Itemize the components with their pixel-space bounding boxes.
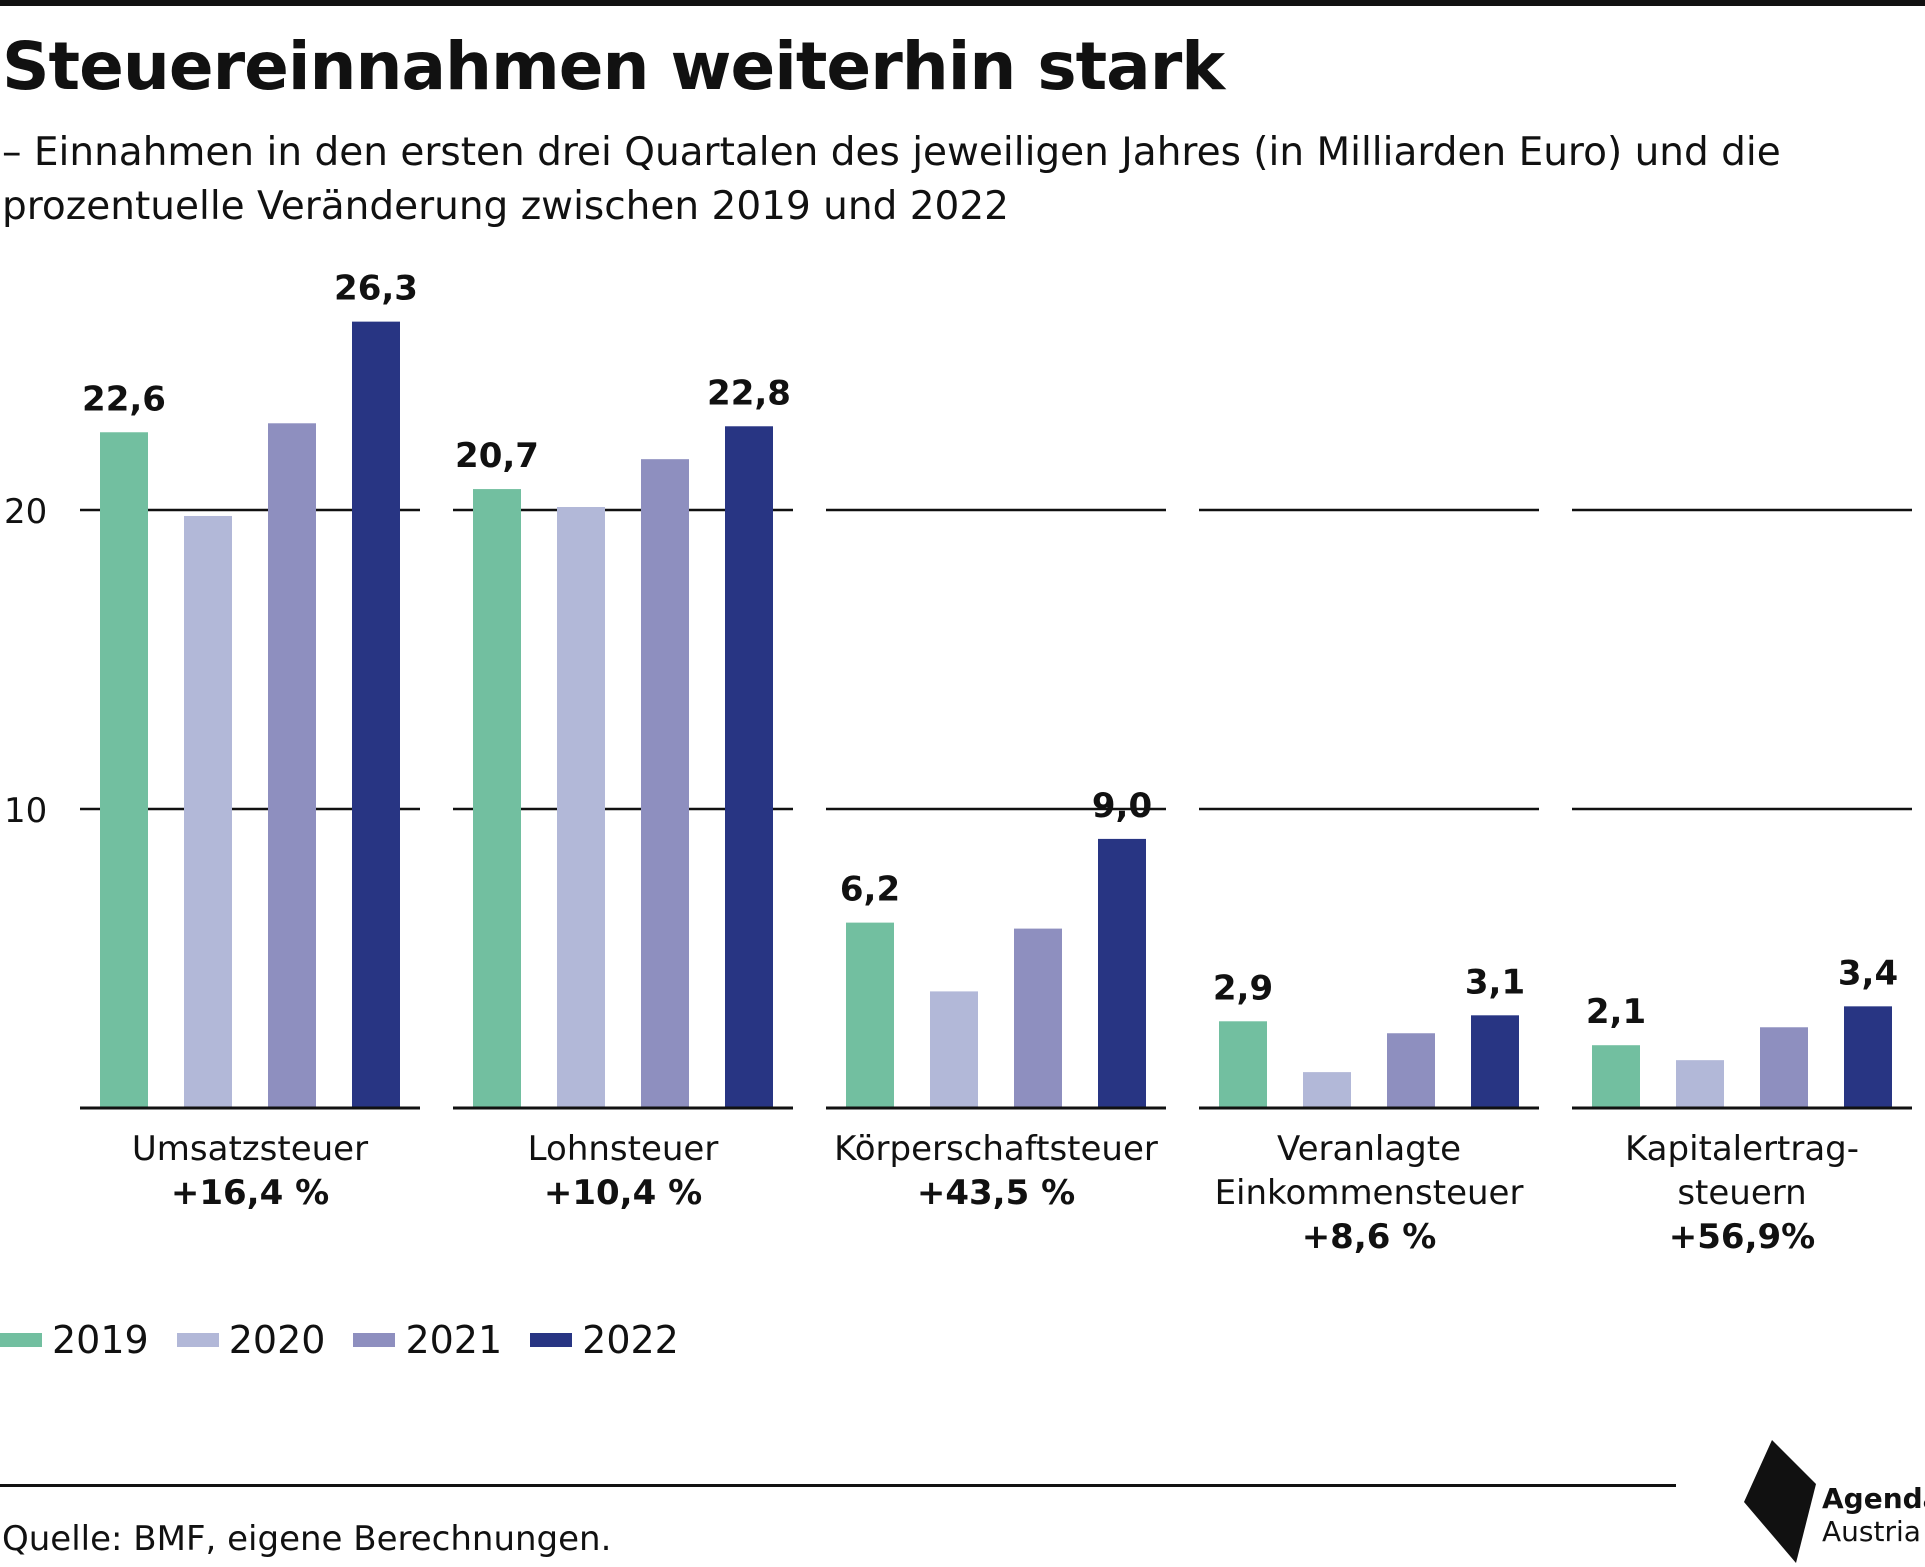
change-label-kapitalertrag-steuern: +56,9% [1669,1217,1815,1257]
category-label-kapitalertrag-steuern-1: Kapitalertrag- [1625,1129,1859,1169]
legend-item-2022: 2022 [530,1318,679,1362]
bar-veranlagte-einkommensteuer-2021 [1387,1033,1435,1108]
y-tick-label-10: 10 [4,791,47,831]
change-label-k-rperschaftsteuer: +43,5 % [917,1173,1075,1213]
legend-item-2019: 2019 [0,1318,149,1362]
bar-kapitalertrag-steuern-2019 [1592,1045,1640,1108]
bar-veranlagte-einkommensteuer-2020 [1303,1072,1351,1108]
category-label-veranlagte-einkommensteuer-2: Einkommensteuer [1215,1173,1524,1213]
chart-subtitle: – Einnahmen in den ersten drei Quartalen… [2,130,1781,229]
legend-item-2021: 2021 [353,1318,502,1362]
legend-label-2022: 2022 [582,1318,679,1362]
category-label-kapitalertrag-steuern-2: steuern [1677,1173,1806,1213]
bar-kapitalertrag-steuern-2020 [1676,1060,1724,1108]
category-label-veranlagte-einkommensteuer-1: Veranlagte [1277,1129,1461,1169]
bar-umsatzsteuer-2021 [268,423,316,1108]
data-label-lohnsteuer-2019: 20,7 [455,436,539,476]
bar-chart: 10 20 22,6 26,3 Umsatzsteuer+16,4 % 20,7 22,8 L… [4,269,1912,1257]
category-label-umsatzsteuer-1: Umsatzsteuer [132,1129,368,1169]
bar-umsatzsteuer-2020 [184,515,232,1108]
data-label-umsatzsteuer-2022: 26,3 [334,269,418,309]
legend-item-2020: 2020 [176,1318,326,1362]
footer-rule [0,1484,1676,1487]
source-note: Quelle: BMF, eigene Berechnungen. [2,1519,612,1559]
data-label-kapitalertrag-steuern-2019: 2,1 [1586,992,1646,1032]
bar-k-rperschaftsteuer-2019 [846,922,894,1108]
change-label-lohnsteuer: +10,4 % [544,1173,702,1213]
change-label-umsatzsteuer: +16,4 % [171,1173,329,1213]
bar-veranlagte-einkommensteuer-2019 [1219,1021,1267,1108]
data-label-k-rperschaftsteuer-2019: 6,2 [840,870,900,910]
logo-text-austria: Austria [1822,1515,1921,1548]
legend: 2019 2020 2021 2022 [0,1318,707,1362]
legend-label-2021: 2021 [405,1318,503,1362]
category-label-lohnsteuer-1: Lohnsteuer [528,1129,719,1169]
bar-lohnsteuer-2022 [725,426,773,1108]
bar-k-rperschaftsteuer-2020 [930,991,978,1108]
bar-k-rperschaftsteuer-2022 [1098,838,1146,1108]
bar-umsatzsteuer-2019 [100,432,148,1108]
bar-lohnsteuer-2020 [557,507,605,1108]
logo-shape-icon [1744,1440,1816,1563]
legend-swatch-2019 [0,1333,42,1347]
bar-lohnsteuer-2019 [473,489,521,1108]
bar-kapitalertrag-steuern-2021 [1760,1027,1808,1108]
data-label-lohnsteuer-2022: 22,8 [707,373,791,413]
legend-label-2020: 2020 [228,1318,326,1362]
y-tick-label-20: 20 [4,492,47,532]
chart-title: Steuereinnahmen weiterhin stark [2,28,1225,105]
change-label-veranlagte-einkommensteuer: +8,6 % [1302,1217,1437,1257]
logo-text-agenda: Agenda [1822,1482,1925,1515]
bar-k-rperschaftsteuer-2021 [1014,928,1062,1108]
data-label-veranlagte-einkommensteuer-2022: 3,1 [1465,962,1525,1002]
legend-swatch-2021 [353,1333,396,1347]
category-label-k-rperschaftsteuer-1: Körperschaftsteuer [834,1129,1158,1169]
data-label-k-rperschaftsteuer-2022: 9,0 [1092,786,1152,826]
legend-label-2019: 2019 [52,1318,149,1362]
bar-umsatzsteuer-2022 [352,321,400,1108]
agenda-austria-logo: Agenda Austria [1744,1440,1925,1563]
bar-veranlagte-einkommensteuer-2022 [1471,1015,1519,1108]
top-rule [0,0,1925,6]
bar-lohnsteuer-2021 [641,459,689,1108]
data-label-kapitalertrag-steuern-2022: 3,4 [1838,953,1898,993]
data-label-veranlagte-einkommensteuer-2019: 2,9 [1213,968,1273,1008]
data-label-umsatzsteuer-2019: 22,6 [82,379,166,419]
legend-swatch-2022 [530,1333,573,1347]
bar-kapitalertrag-steuern-2022 [1844,1006,1892,1108]
legend-swatch-2020 [176,1333,219,1347]
